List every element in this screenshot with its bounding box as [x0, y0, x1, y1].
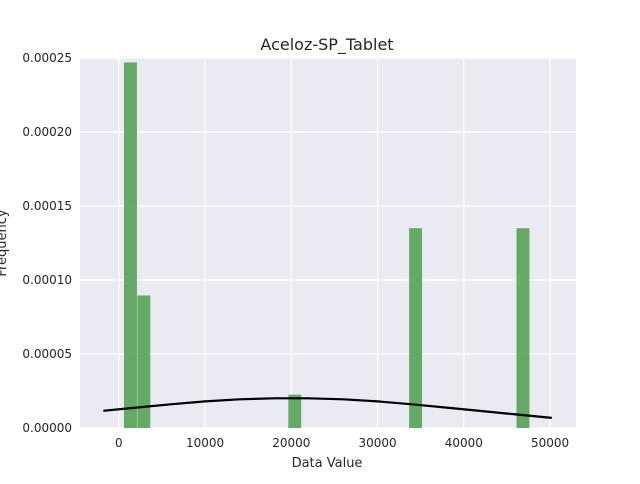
y-tick-label: 0.00010	[22, 273, 72, 287]
x-axis-ticks: 0 10000 20000 30000 40000 50000	[115, 436, 569, 450]
y-tick-label: 0.00000	[22, 421, 72, 435]
histogram-bar	[288, 394, 302, 428]
x-tick-label: 40000	[445, 436, 483, 450]
y-tick-label: 0.00005	[22, 347, 72, 361]
histogram-bar	[516, 228, 530, 428]
histogram-bar	[137, 295, 151, 428]
density-curve	[103, 397, 552, 419]
chart-title: Aceloz-SP_Tablet	[260, 35, 393, 55]
y-tick-label: 0.00020	[22, 125, 72, 139]
y-tick-label: 0.00025	[22, 51, 72, 65]
y-axis-label: Frequency	[0, 209, 10, 276]
histogram-bar	[123, 62, 137, 428]
grid-lines	[80, 57, 576, 429]
histogram-bar	[409, 228, 423, 428]
x-tick-label: 10000	[186, 436, 224, 450]
histogram-bars	[123, 62, 530, 428]
x-tick-label: 50000	[531, 436, 569, 450]
x-tick-label: 20000	[272, 436, 310, 450]
x-axis-label: Data Value	[292, 456, 363, 471]
y-axis-ticks: 0.00000 0.00005 0.00010 0.00015 0.00020 0.000…	[22, 51, 72, 435]
plot-area	[80, 58, 576, 428]
x-tick-label: 30000	[359, 436, 397, 450]
x-tick-label: 0	[115, 436, 123, 450]
y-tick-label: 0.00015	[22, 199, 72, 213]
